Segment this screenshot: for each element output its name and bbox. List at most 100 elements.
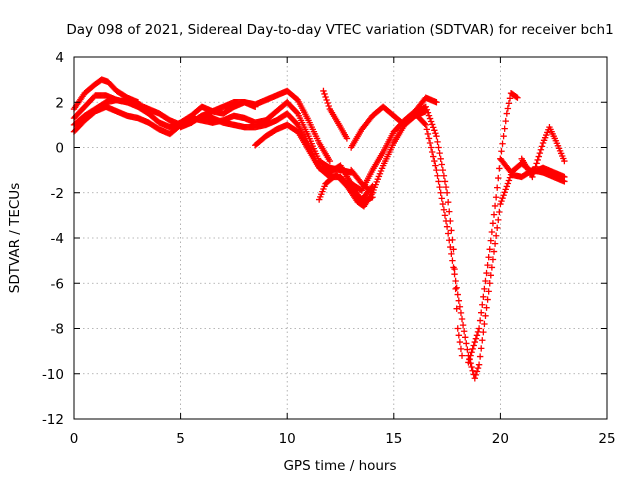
data-point xyxy=(458,315,466,323)
series-arc-9 xyxy=(347,94,440,194)
data-point xyxy=(432,130,439,137)
data-point xyxy=(487,272,495,279)
data-point xyxy=(478,309,485,316)
data-point xyxy=(537,146,545,153)
data-point xyxy=(443,189,451,196)
data-point xyxy=(428,121,436,128)
data-point xyxy=(428,148,436,156)
data-point xyxy=(530,170,537,177)
data-point xyxy=(473,368,481,375)
data-point xyxy=(430,124,437,131)
data-point xyxy=(475,361,483,368)
data-point xyxy=(468,363,475,371)
data-point xyxy=(488,264,496,271)
data-point xyxy=(462,334,469,341)
data-point xyxy=(499,194,506,202)
data-point xyxy=(480,293,487,301)
data-point xyxy=(465,359,472,366)
data-point xyxy=(456,338,464,346)
chart-title: Day 098 of 2021, Sidereal Day-to-day VTE… xyxy=(66,22,613,38)
data-point xyxy=(438,161,445,168)
data-point xyxy=(435,178,442,185)
data-point xyxy=(466,355,473,363)
data-point xyxy=(487,237,495,244)
data-point xyxy=(476,353,484,360)
data-point xyxy=(471,338,479,346)
data-point xyxy=(476,317,484,324)
data-point xyxy=(434,138,441,146)
data-point xyxy=(442,217,450,225)
data-point xyxy=(454,325,461,332)
data-point xyxy=(482,277,489,285)
data-point xyxy=(478,345,485,352)
x-tick-label: 15 xyxy=(385,431,402,447)
data-point xyxy=(441,212,449,219)
data-point xyxy=(437,155,444,163)
y-tick-label: -2 xyxy=(51,186,64,202)
data-point xyxy=(444,198,452,206)
data-point xyxy=(496,165,503,172)
data-point xyxy=(460,328,468,335)
data-point xyxy=(531,166,538,174)
data-point xyxy=(491,202,499,210)
data-point xyxy=(490,248,498,255)
x-axis-label: GPS time / hours xyxy=(283,458,396,474)
data-point xyxy=(529,173,536,181)
data-point xyxy=(433,166,440,174)
series-arc-13 xyxy=(465,90,521,366)
data-point xyxy=(442,183,450,191)
data-point xyxy=(457,309,465,317)
data-point xyxy=(423,106,431,113)
data-point xyxy=(499,140,506,147)
data-point xyxy=(468,349,475,356)
data-point xyxy=(436,183,443,191)
data-point xyxy=(561,173,568,181)
data-point xyxy=(452,285,459,293)
data-point xyxy=(438,195,445,202)
series-arc-11 xyxy=(347,103,466,359)
data-point xyxy=(431,127,438,134)
data-point xyxy=(454,291,461,298)
data-point xyxy=(426,139,434,147)
data-point xyxy=(453,284,460,291)
data-point xyxy=(432,162,439,169)
data-point xyxy=(501,125,508,132)
data-point xyxy=(437,189,444,196)
data-point xyxy=(433,99,440,106)
data-point xyxy=(434,172,441,179)
data-point xyxy=(425,112,433,119)
data-point xyxy=(561,157,568,165)
data-point xyxy=(496,208,503,216)
data-point xyxy=(484,296,491,303)
y-tick-label: 0 xyxy=(55,141,64,157)
data-point xyxy=(446,208,453,215)
y-tick-label: -6 xyxy=(51,276,64,292)
data-point xyxy=(455,332,463,339)
y-axis-label: SDTVAR / TECUs xyxy=(7,183,23,293)
data-point xyxy=(470,342,477,349)
data-point xyxy=(324,99,331,107)
data-point xyxy=(463,340,470,347)
y-tick-label: 2 xyxy=(55,95,64,111)
data-point xyxy=(469,345,476,353)
data-point xyxy=(494,184,501,191)
data-point xyxy=(532,163,539,170)
data-point xyxy=(447,243,454,251)
data-point xyxy=(427,144,435,151)
data-point xyxy=(502,117,509,125)
data-point xyxy=(514,94,521,101)
data-point xyxy=(486,246,493,253)
y-tick-label: -10 xyxy=(42,367,64,383)
y-tick-label: -12 xyxy=(42,412,64,428)
data-point xyxy=(443,223,451,230)
data-point xyxy=(464,346,471,353)
data-point xyxy=(439,200,447,208)
data-point xyxy=(343,135,351,142)
data-point xyxy=(436,149,443,157)
data-point xyxy=(479,337,486,344)
data-point xyxy=(479,301,486,308)
data-point xyxy=(534,156,541,164)
data-point xyxy=(293,109,300,116)
data-point xyxy=(424,109,432,116)
